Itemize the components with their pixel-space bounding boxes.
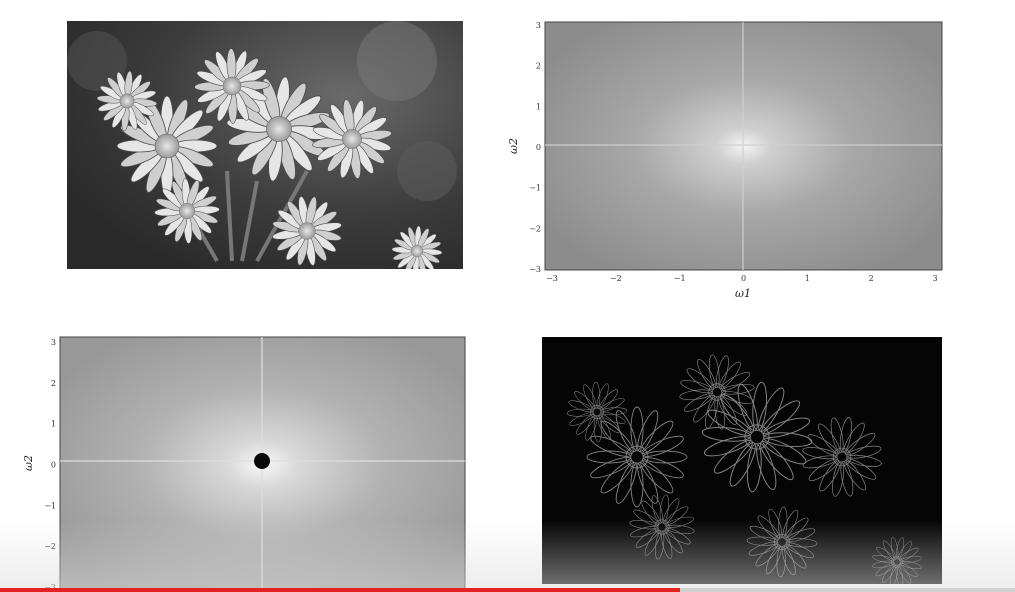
y-tick-label: 2 [51, 379, 56, 388]
spectrum-x-ticks: −3 −2 −1 0 1 2 3 [546, 274, 937, 283]
video-progress-played [0, 588, 681, 592]
flower-edge [586, 406, 688, 508]
y-tick-label: 3 [51, 338, 56, 347]
flower [116, 95, 218, 197]
y-tick-label: 2 [536, 62, 541, 71]
x-tick-label: −3 [546, 274, 558, 283]
y-tick-label: −3 [529, 265, 541, 274]
x-tick-label: 0 [741, 274, 746, 283]
x-tick-label: 2 [869, 274, 874, 283]
y-tick-label: 3 [536, 21, 541, 30]
flower [154, 178, 220, 244]
flower [391, 225, 443, 269]
edges-image [542, 337, 942, 584]
x-tick-label: 3 [932, 274, 937, 283]
flower [312, 99, 392, 179]
y-tick-label: 1 [536, 102, 541, 111]
x-tick-label: −1 [674, 274, 686, 283]
y-tick-label: −1 [529, 184, 541, 193]
flower-edge [679, 354, 755, 430]
flower-photo [67, 21, 463, 269]
flower-edge [566, 381, 628, 443]
x-tick-label: −2 [610, 274, 622, 283]
flower [96, 70, 158, 132]
y-tick-label: 0 [51, 461, 56, 470]
y-tick-label: 0 [536, 143, 541, 152]
video-progress-bar[interactable] [0, 588, 1015, 592]
spectrum-xlabel: ω1 [735, 287, 751, 300]
flower-edge [802, 417, 882, 497]
y-tick-label: −1 [44, 501, 56, 510]
y-tick-label: −2 [529, 224, 541, 233]
y-tick-label: 1 [51, 420, 56, 429]
flower [272, 196, 342, 266]
flower [194, 48, 270, 124]
spectrum-ylabel: ω2 [507, 138, 520, 154]
spectrum-plot: −3 −2 −1 0 1 2 3 3 2 1 0 −1 −2 −3 ω1 ω2 [507, 21, 943, 300]
dc-block-dot [254, 453, 270, 469]
y-tick-label: −2 [44, 542, 56, 551]
x-tick-label: 1 [805, 274, 810, 283]
filtered-ylabel: ω2 [22, 455, 35, 471]
spectrum-y-ticks: 3 2 1 0 −1 −2 −3 [529, 21, 541, 274]
